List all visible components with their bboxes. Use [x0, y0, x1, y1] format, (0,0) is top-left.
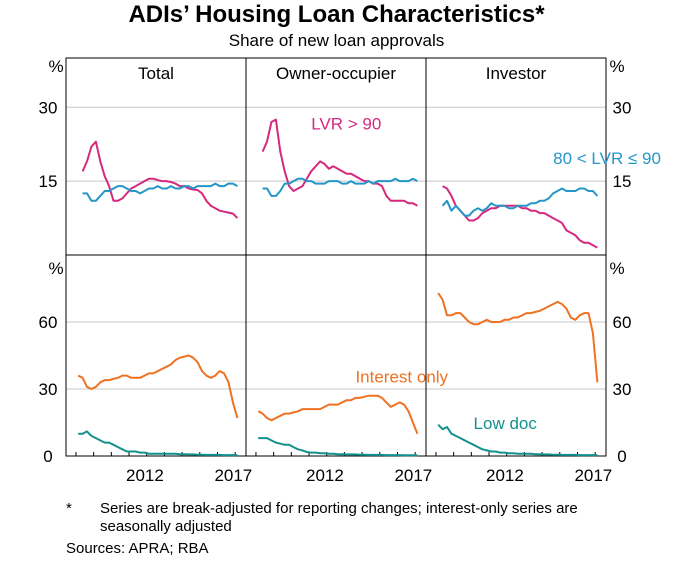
y-tick-label: 0 [43, 447, 52, 466]
series-annotation: Low doc [474, 414, 538, 433]
x-tick-label: 2012 [126, 466, 164, 485]
y-tick-label: 60 [39, 313, 58, 332]
y-tick-label: 0 [617, 447, 626, 466]
y-unit-label: % [609, 57, 624, 76]
series-line-interest_only [437, 292, 599, 383]
series-annotation: LVR > 90 [311, 114, 381, 133]
x-tick-label: 2012 [486, 466, 524, 485]
footnote-mark: * [66, 500, 72, 517]
series-line-lvr80_90 [82, 182, 238, 202]
series-line-low_doc [78, 430, 238, 457]
series-line-lvr80_90 [441, 187, 599, 217]
y-unit-label: % [48, 57, 63, 76]
y-tick-label: 15 [613, 172, 632, 191]
sources-note: Sources: APRA; RBA [66, 540, 209, 557]
panel-title: Total [138, 64, 174, 83]
y-tick-label: 60 [613, 313, 632, 332]
series-line-low_doc [437, 424, 598, 457]
x-tick-label: 2017 [394, 466, 432, 485]
y-unit-label: % [609, 259, 624, 278]
x-tick-label: 2012 [306, 466, 344, 485]
series-annotation: Interest only [355, 367, 448, 386]
y-tick-label: 30 [39, 98, 58, 117]
y-tick-label: 30 [39, 380, 58, 399]
panel-title: Investor [486, 64, 547, 83]
series-annotation: 80 < LVR ≤ 90 [553, 149, 661, 168]
chart-subtitle: Share of new loan approvals [228, 31, 445, 50]
footnote-text: Series are break-adjusted for reporting … [100, 500, 578, 535]
series-line-interest_only [77, 354, 239, 419]
series-line-lvr90 [81, 140, 239, 219]
series-line-low_doc [258, 437, 418, 457]
plot-frame [65, 57, 607, 457]
y-tick-label: 30 [613, 380, 632, 399]
chart-title: ADIs’ Housing Loan Characteristics* [128, 1, 545, 28]
x-tick-label: 2017 [214, 466, 252, 485]
y-tick-label: 15 [39, 172, 58, 191]
y-unit-label: % [48, 259, 63, 278]
y-tick-label: 30 [613, 98, 632, 117]
panel-title: Owner-occupier [276, 64, 396, 83]
series-line-lvr80_90 [262, 177, 418, 197]
x-tick-label: 2017 [574, 466, 612, 485]
series-line-lvr90 [442, 185, 598, 249]
series-line-interest_only [257, 394, 419, 435]
